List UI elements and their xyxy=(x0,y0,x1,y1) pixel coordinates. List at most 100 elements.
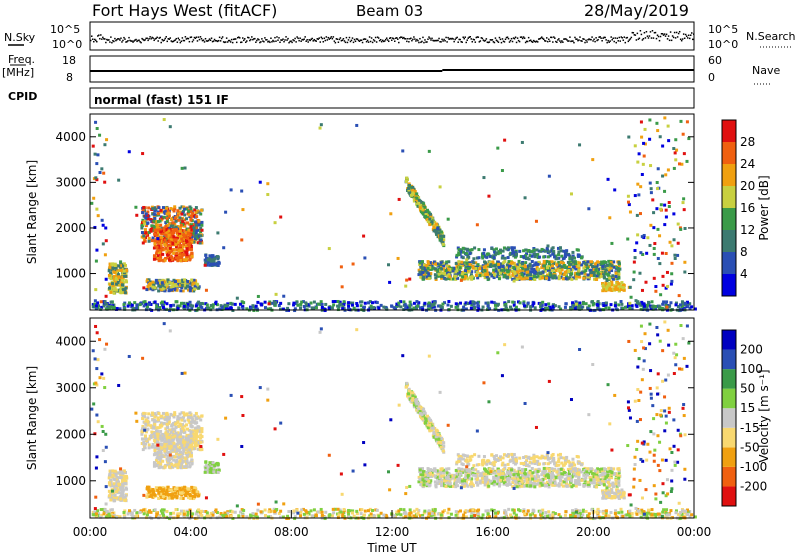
nsky-point xyxy=(669,40,671,42)
power-ground-echo xyxy=(285,309,288,312)
power-noise-echo xyxy=(640,136,643,139)
power-echo xyxy=(156,249,159,252)
power-noise-echo xyxy=(670,283,673,286)
power-noise-echo xyxy=(240,190,243,193)
power-echo xyxy=(435,223,438,226)
nsky-point xyxy=(100,34,102,36)
nsky-point xyxy=(431,38,433,40)
nsky-point xyxy=(283,41,285,43)
power-ground-echo xyxy=(200,306,203,309)
power-echo xyxy=(595,278,598,281)
nsky-point xyxy=(599,36,601,38)
power-echo xyxy=(168,289,171,292)
nsky-point xyxy=(569,36,571,38)
nsky-point xyxy=(572,40,574,42)
power-echo xyxy=(483,265,486,268)
nsky-point xyxy=(164,38,166,40)
nsky-point xyxy=(99,38,101,40)
nsky-point xyxy=(652,30,654,32)
power-echo xyxy=(186,247,189,250)
power-noise-echo xyxy=(672,212,675,215)
power-echo xyxy=(121,279,124,282)
nsky-point xyxy=(648,37,650,39)
nsky-point xyxy=(446,41,448,43)
power-echo xyxy=(605,288,608,291)
nave-tick-bottom: 0 xyxy=(708,71,715,84)
power-noise-echo xyxy=(660,203,663,206)
power-echo xyxy=(565,249,568,252)
power-noise-echo xyxy=(521,141,524,144)
nsky-point xyxy=(532,41,534,43)
nsky-point xyxy=(622,37,624,39)
power-echo xyxy=(504,257,507,260)
power-noise-echo xyxy=(496,147,499,150)
power-echo xyxy=(151,286,154,289)
power-noise-echo xyxy=(650,187,653,190)
power-echo xyxy=(617,282,620,285)
power-echo xyxy=(481,255,484,258)
nsky-point xyxy=(390,37,392,39)
power-echo xyxy=(164,239,167,242)
power-echo xyxy=(506,270,509,273)
power-echo xyxy=(617,277,620,280)
power-echo xyxy=(475,274,478,277)
cpid-text: normal (fast) 151 IF xyxy=(94,93,229,107)
nsky-point xyxy=(665,35,667,37)
nsky-point xyxy=(485,40,487,42)
power-echo xyxy=(174,239,177,242)
nsky-point xyxy=(286,39,288,41)
nsky-point xyxy=(278,37,280,39)
power-noise-echo xyxy=(639,185,642,188)
power-ground-echo xyxy=(462,306,465,309)
power-echo xyxy=(521,273,524,276)
power-ground-echo xyxy=(377,307,380,310)
power-noise-echo xyxy=(397,257,400,260)
nsky-point xyxy=(352,37,354,39)
velocity-echo xyxy=(141,417,144,420)
velocity-echo xyxy=(117,471,120,474)
velocity-echo xyxy=(195,430,198,433)
power-echo xyxy=(522,255,525,258)
power-noise-echo xyxy=(181,167,184,170)
nsky-point xyxy=(429,38,431,40)
power-ground-echo xyxy=(647,301,650,304)
velocity-echo xyxy=(144,423,147,426)
power-noise-echo xyxy=(591,158,594,161)
power-ground-echo xyxy=(299,306,302,309)
power-ground-echo xyxy=(206,307,209,310)
power-echo xyxy=(462,256,465,259)
power-echo xyxy=(195,206,198,209)
power-echo xyxy=(558,277,561,280)
nsky-point xyxy=(636,39,638,41)
nsky-point xyxy=(256,40,258,42)
nsky-point xyxy=(671,40,673,42)
power-echo xyxy=(495,251,498,254)
nsky-point xyxy=(424,39,426,41)
power-noise-echo xyxy=(686,120,689,123)
nsky-point xyxy=(236,42,238,44)
power-ground-echo xyxy=(393,306,396,309)
power-ground-echo xyxy=(197,301,200,304)
power-echo xyxy=(142,241,145,244)
power-echo xyxy=(166,212,169,215)
power-ground-echo xyxy=(588,304,591,307)
power-noise-echo xyxy=(465,258,468,261)
nsky-point xyxy=(516,42,518,44)
power-noise-echo xyxy=(646,236,649,239)
power-echo xyxy=(201,229,204,232)
power-ground-echo xyxy=(360,300,363,303)
power-echo xyxy=(108,287,111,290)
nsky-point xyxy=(348,39,350,41)
power-echo xyxy=(190,248,193,251)
power-noise-echo xyxy=(638,272,641,275)
nsky-point xyxy=(546,37,548,39)
velocity-echo xyxy=(123,482,126,485)
power-echo xyxy=(557,253,560,256)
power-noise-echo xyxy=(141,152,144,155)
velocity-echo xyxy=(148,443,151,446)
power-noise-echo xyxy=(649,164,652,167)
power-echo xyxy=(427,260,430,263)
nsky-point xyxy=(374,40,376,42)
power-noise-echo xyxy=(257,295,260,298)
